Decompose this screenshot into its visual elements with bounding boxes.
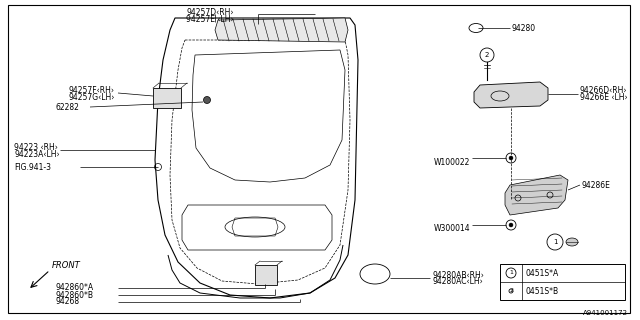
Text: 1: 1 bbox=[509, 270, 513, 276]
Text: 94223 ‹RH›: 94223 ‹RH› bbox=[14, 142, 58, 151]
Circle shape bbox=[509, 156, 513, 160]
Polygon shape bbox=[505, 175, 568, 215]
Text: 942860*A: 942860*A bbox=[55, 284, 93, 292]
Text: 94266E ‹LH›: 94266E ‹LH› bbox=[580, 92, 628, 101]
Text: 2: 2 bbox=[509, 289, 513, 293]
Text: 94257E ‹LH›: 94257E ‹LH› bbox=[186, 14, 234, 23]
Polygon shape bbox=[474, 82, 548, 108]
Text: 0451S*A: 0451S*A bbox=[526, 268, 559, 277]
Text: 94257D‹RH›: 94257D‹RH› bbox=[186, 7, 234, 17]
Text: W100022: W100022 bbox=[434, 157, 470, 166]
Text: 94257G‹LH›: 94257G‹LH› bbox=[68, 92, 115, 101]
Circle shape bbox=[204, 97, 211, 103]
Text: 94266D‹RH›: 94266D‹RH› bbox=[580, 85, 627, 94]
Text: W300014: W300014 bbox=[433, 223, 470, 233]
Text: 94223A‹LH›: 94223A‹LH› bbox=[14, 149, 60, 158]
Text: 62282: 62282 bbox=[55, 102, 79, 111]
Text: 94280AC‹LH›: 94280AC‹LH› bbox=[432, 277, 483, 286]
Text: FRONT: FRONT bbox=[52, 260, 81, 269]
Circle shape bbox=[480, 48, 494, 62]
Text: 2: 2 bbox=[485, 52, 489, 58]
Polygon shape bbox=[215, 18, 348, 42]
Circle shape bbox=[509, 223, 513, 227]
Text: 1: 1 bbox=[553, 239, 557, 245]
Text: 94257F‹RH›: 94257F‹RH› bbox=[68, 85, 114, 94]
Bar bbox=[500, 264, 625, 300]
Circle shape bbox=[509, 289, 513, 293]
Text: 0451S*B: 0451S*B bbox=[526, 286, 559, 295]
Text: 942860*B: 942860*B bbox=[55, 291, 93, 300]
Bar bbox=[153, 88, 181, 108]
Text: 94268: 94268 bbox=[55, 298, 79, 307]
Text: 94280AB‹RH›: 94280AB‹RH› bbox=[432, 270, 484, 279]
Ellipse shape bbox=[566, 238, 578, 246]
Circle shape bbox=[506, 268, 516, 278]
Text: 94280: 94280 bbox=[512, 23, 536, 33]
Text: A941001172: A941001172 bbox=[583, 310, 628, 316]
Text: 94286E: 94286E bbox=[582, 180, 611, 189]
Text: FIG.941-3: FIG.941-3 bbox=[14, 163, 51, 172]
Bar bbox=[255, 265, 277, 285]
Circle shape bbox=[547, 234, 563, 250]
